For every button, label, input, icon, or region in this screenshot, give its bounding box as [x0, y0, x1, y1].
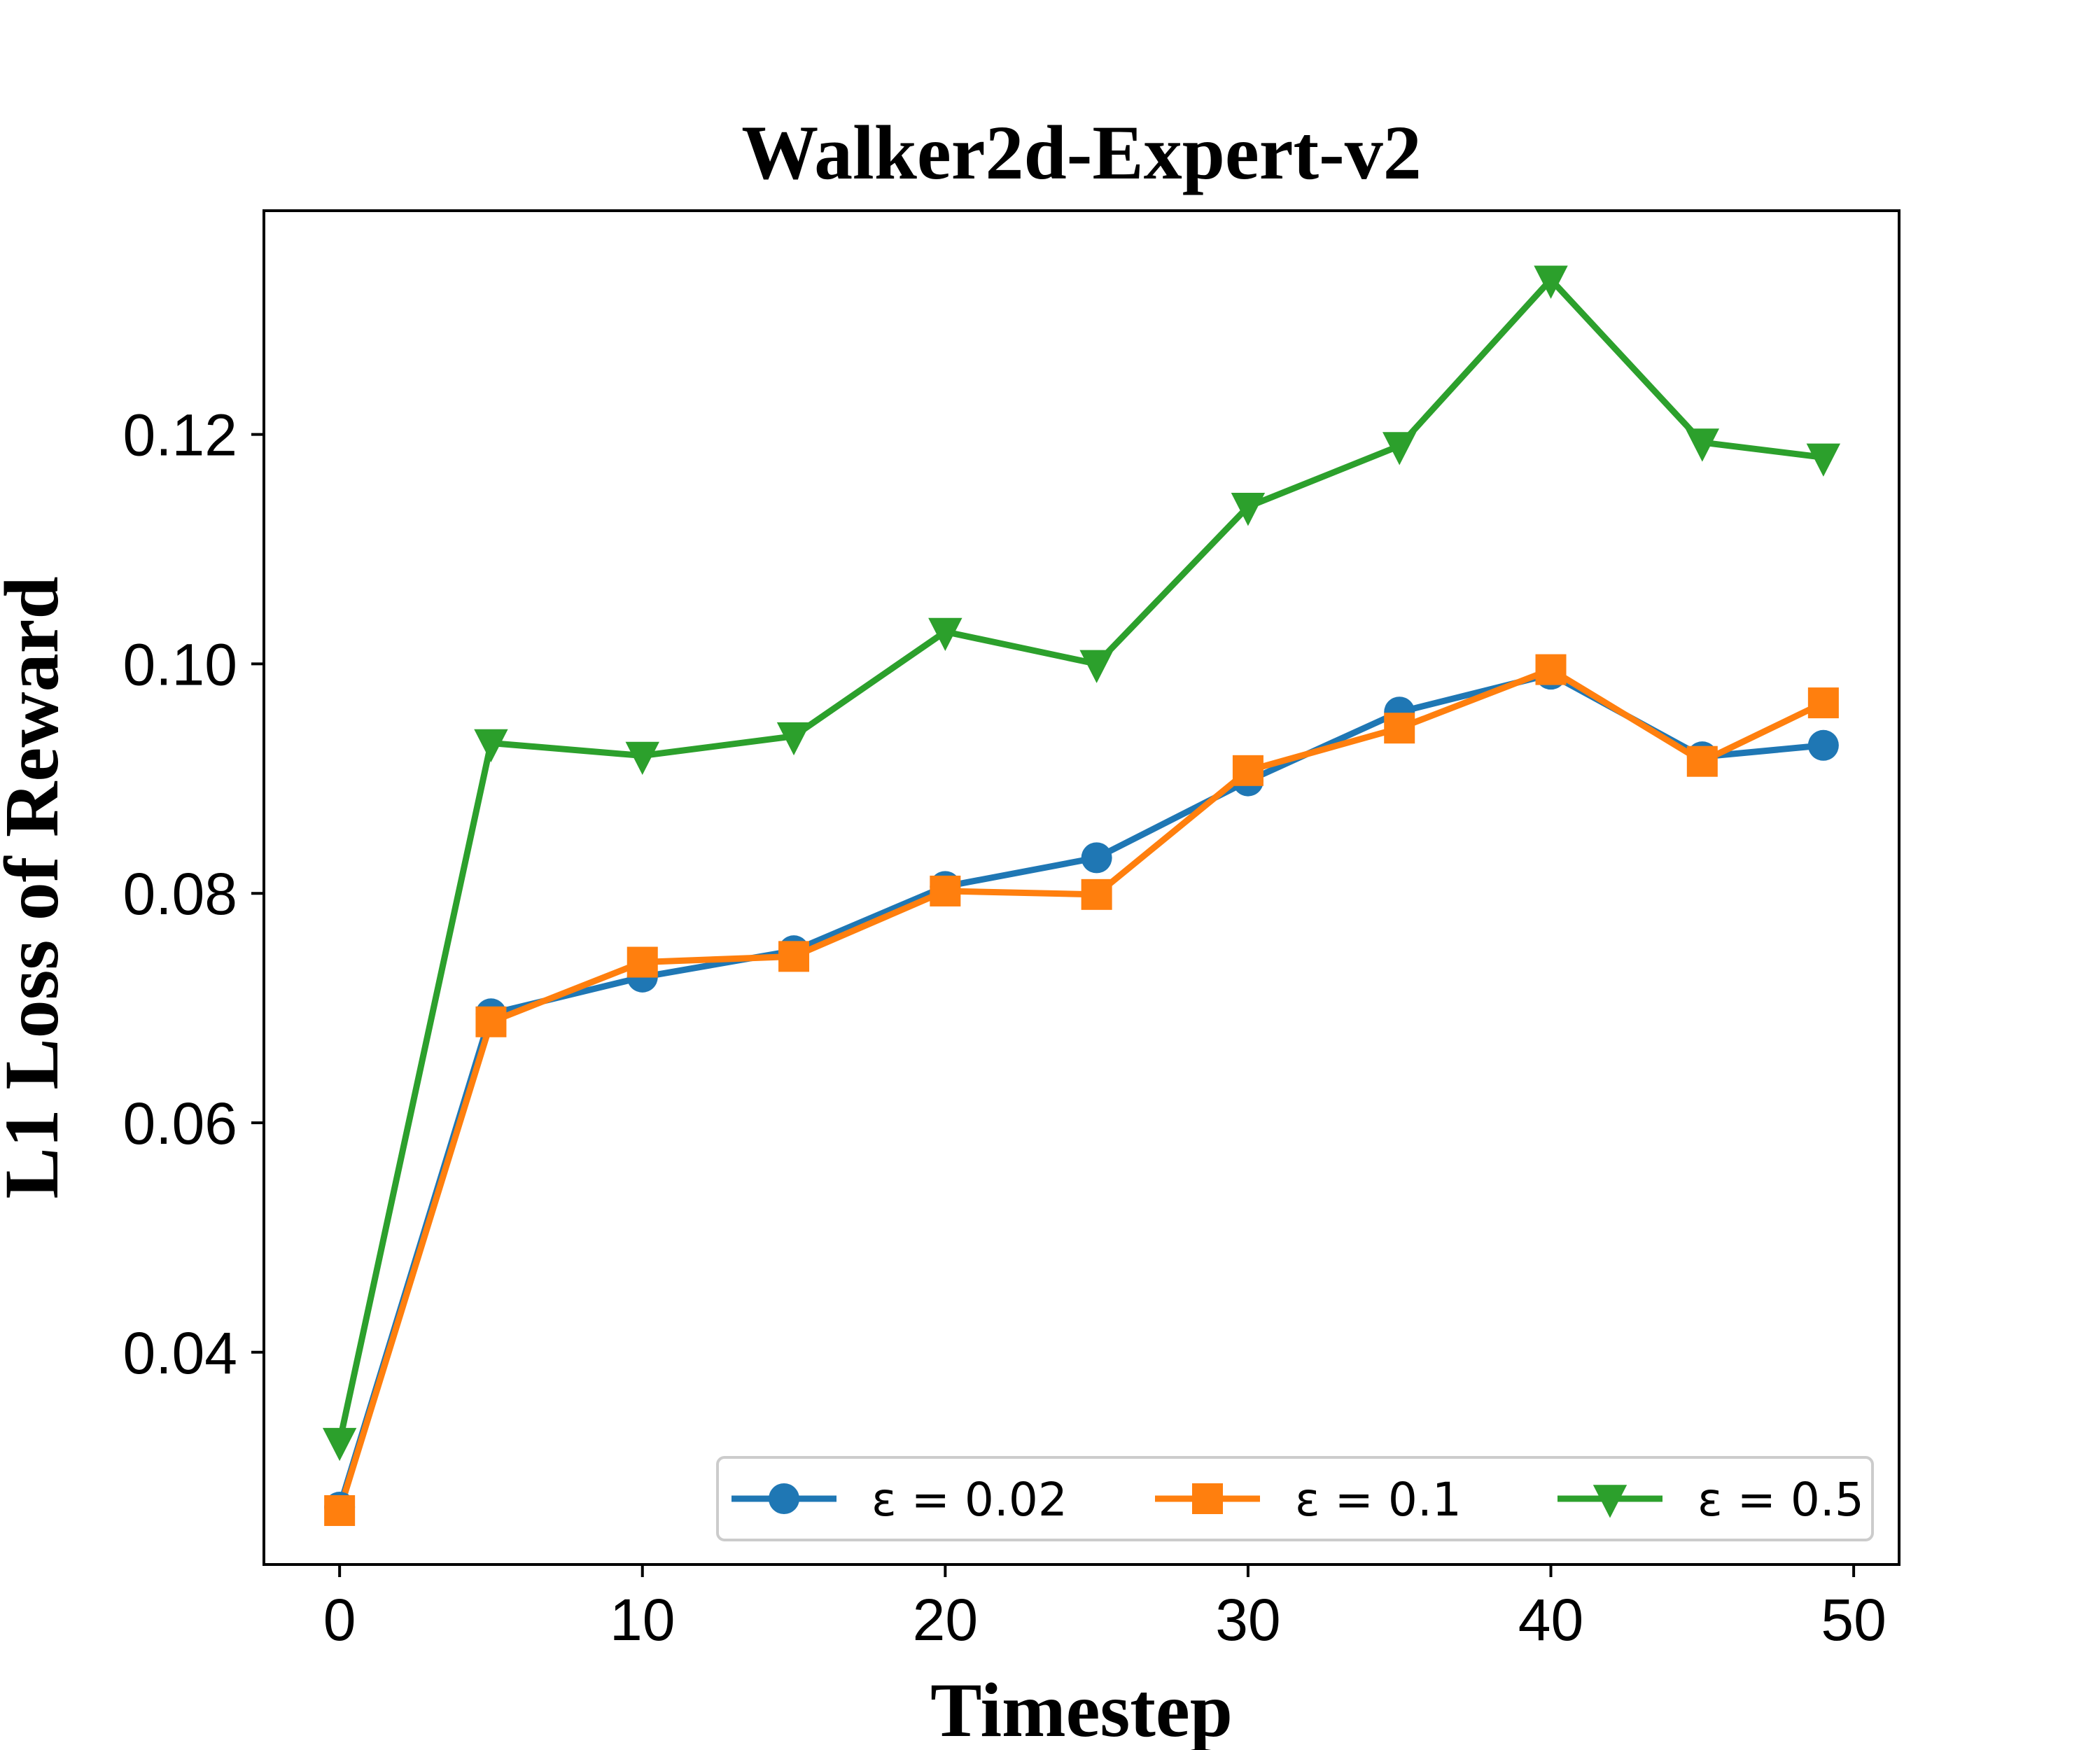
data-point-series-1 — [930, 876, 960, 906]
x-tick-label: 20 — [913, 1587, 978, 1653]
data-point-series-1 — [1687, 746, 1718, 777]
legend-label-1: ε = 0.1 — [1295, 1473, 1462, 1527]
data-point-series-1 — [1082, 879, 1112, 910]
x-axis-label: Timestep — [930, 1667, 1233, 1750]
data-point-series-1 — [1233, 755, 1264, 786]
legend-marker-0 — [769, 1483, 799, 1514]
data-point-series-0 — [1808, 730, 1839, 761]
x-tick-label: 50 — [1821, 1587, 1886, 1653]
y-tick-label: 0.08 — [123, 861, 238, 927]
chart-title: Walker2d-Expert-v2 — [741, 110, 1422, 195]
data-point-series-1 — [324, 1495, 355, 1526]
x-tick-label: 40 — [1518, 1587, 1583, 1653]
data-point-series-1 — [1384, 713, 1415, 743]
data-point-series-1 — [1808, 687, 1839, 718]
y-tick-label: 0.10 — [123, 631, 238, 697]
data-point-series-0 — [1082, 842, 1112, 873]
data-point-series-1 — [1536, 654, 1567, 685]
data-point-series-1 — [778, 941, 809, 972]
data-point-series-1 — [475, 1007, 506, 1037]
y-axis-label: L1 Loss of Reward — [0, 576, 74, 1198]
x-tick-label: 10 — [610, 1587, 675, 1653]
legend-label-2: ε = 0.5 — [1698, 1473, 1864, 1527]
y-tick-label: 0.12 — [123, 402, 238, 468]
legend-marker-1 — [1192, 1483, 1223, 1514]
data-point-series-1 — [627, 947, 658, 978]
y-tick-label: 0.04 — [123, 1320, 238, 1386]
legend: ε = 0.02 ε = 0.1 ε = 0.5 — [718, 1457, 1872, 1540]
y-tick-label: 0.06 — [123, 1091, 238, 1156]
legend-label-0: ε = 0.02 — [872, 1473, 1068, 1527]
x-tick-label: 30 — [1215, 1587, 1280, 1653]
x-tick-label: 0 — [323, 1587, 356, 1653]
